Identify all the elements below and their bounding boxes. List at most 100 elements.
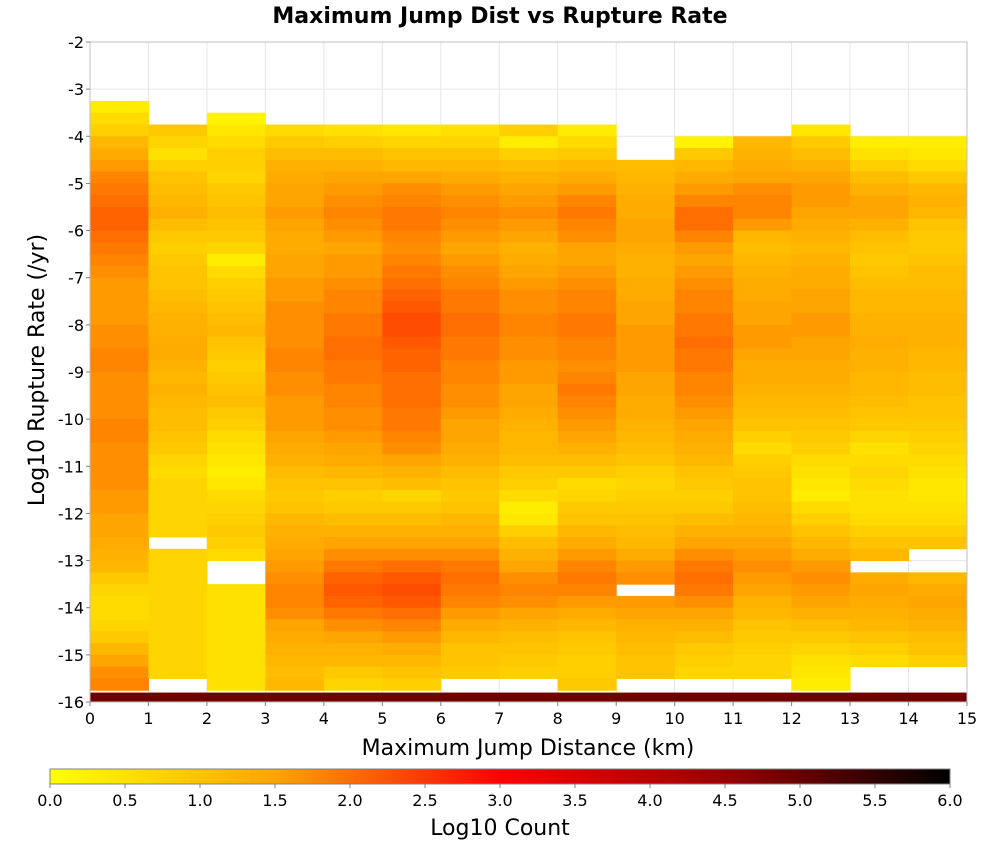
heatmap-cell xyxy=(791,466,851,479)
heatmap-cell xyxy=(206,195,266,208)
heatmap-cell xyxy=(323,159,383,173)
heatmap-cell xyxy=(323,442,383,455)
heatmap-cell xyxy=(499,383,559,397)
heatmap-cell xyxy=(323,619,383,632)
heatmap-cell xyxy=(733,430,793,444)
heatmap-cell xyxy=(791,513,851,526)
heatmap-cell xyxy=(791,242,851,255)
heatmap-cell xyxy=(148,324,208,338)
heatmap-cell xyxy=(440,207,500,220)
heatmap-cell xyxy=(148,607,208,620)
heatmap-cell xyxy=(382,218,442,232)
heatmap-cell xyxy=(616,489,676,503)
x-tick-label: 3 xyxy=(260,709,270,728)
heatmap-cell xyxy=(382,183,442,196)
heatmap-cell xyxy=(557,242,617,255)
heatmap-cell xyxy=(265,348,325,361)
heatmap-cell xyxy=(557,525,617,538)
heatmap-cell xyxy=(733,666,793,679)
heatmap-cell xyxy=(90,419,149,432)
heatmap-cell xyxy=(791,631,851,644)
heatmap-cell xyxy=(616,360,676,373)
heatmap-cell xyxy=(733,478,793,491)
heatmap-cell xyxy=(265,442,325,455)
heatmap-cell xyxy=(616,478,676,491)
heatmap-cell xyxy=(265,183,325,196)
heatmap-cell xyxy=(499,666,559,679)
heatmap-cell xyxy=(440,454,500,467)
heatmap-cell xyxy=(440,666,500,679)
heatmap-cell xyxy=(382,619,442,632)
heatmap-cell xyxy=(382,301,442,314)
heatmap-cell xyxy=(440,466,500,479)
heatmap-cell xyxy=(323,478,383,491)
y-axis-ticks: -2 -3 -4 -5 -6 -7 -8 -9 -10 -11 -12 -13 -14 -15 -16 xyxy=(58,33,90,712)
heatmap-cell xyxy=(382,595,442,609)
heatmap-cell xyxy=(323,183,383,196)
heatmap-cell xyxy=(382,572,442,585)
heatmap-cell xyxy=(850,372,910,385)
heatmap-cell xyxy=(206,218,266,232)
heatmap-cell xyxy=(323,254,383,267)
heatmap-cell xyxy=(850,501,910,514)
heatmap-cell xyxy=(323,136,383,149)
heatmap-cell xyxy=(382,313,442,326)
heatmap-cell xyxy=(733,183,793,196)
heatmap-cell xyxy=(265,548,325,562)
heatmap-cell xyxy=(90,489,149,503)
heatmap-cell xyxy=(382,348,442,361)
heatmap-cell xyxy=(323,195,383,208)
heatmap-cell xyxy=(499,324,559,338)
heatmap-cell xyxy=(557,478,617,491)
heatmap-cell xyxy=(148,289,208,302)
heatmap-cell xyxy=(908,501,968,514)
heatmap-cell xyxy=(674,572,734,585)
heatmap-cell xyxy=(90,395,149,408)
colorbar-tick-label: 5.5 xyxy=(862,791,887,810)
heatmap-cell xyxy=(674,654,734,668)
heatmap-cell xyxy=(674,430,734,444)
heatmap-cell xyxy=(148,572,208,585)
heatmap-cell xyxy=(499,419,559,432)
heatmap-cell xyxy=(557,560,617,573)
heatmap-cell xyxy=(440,619,500,632)
heatmap-cell xyxy=(557,501,617,514)
heatmap-cell xyxy=(674,336,734,349)
heatmap-cell xyxy=(382,643,442,656)
heatmap-cell xyxy=(499,301,559,314)
heatmap-cell xyxy=(265,466,325,479)
heatmap-cell xyxy=(440,265,500,279)
colorbar-tick-label: 1.5 xyxy=(262,791,287,810)
heatmap-cell xyxy=(440,430,500,444)
heatmap-cell xyxy=(850,301,910,314)
colorbar-tick-label: 0.5 xyxy=(112,791,137,810)
heatmap-cell xyxy=(791,395,851,408)
heatmap-cell xyxy=(148,654,208,668)
heatmap-cell xyxy=(616,383,676,397)
heatmap-cell xyxy=(791,419,851,432)
y-tick-label: -6 xyxy=(68,222,84,241)
heatmap-cell xyxy=(206,643,266,656)
heatmap-cell xyxy=(557,607,617,620)
heatmap-cell xyxy=(850,407,910,420)
heatmap-cell xyxy=(674,454,734,467)
heatmap-cell xyxy=(265,430,325,444)
heatmap-cell xyxy=(148,183,208,196)
heatmap-cell xyxy=(908,360,968,373)
heatmap-cell xyxy=(499,407,559,420)
heatmap-cell xyxy=(148,442,208,455)
heatmap-cell xyxy=(908,419,968,432)
heatmap-cell xyxy=(382,148,442,161)
heatmap-cell xyxy=(206,112,266,125)
heatmap-cell xyxy=(557,631,617,644)
heatmap-cell xyxy=(90,572,149,585)
x-axis-ticks: 0 1 2 3 4 5 6 7 8 9 10 11 12 13 14 15 xyxy=(85,702,977,728)
heatmap-cell xyxy=(440,560,500,573)
heatmap-cell xyxy=(616,277,676,290)
heatmap-cell xyxy=(557,643,617,656)
colorbar-tick-label: 4.5 xyxy=(712,791,737,810)
heatmap-cell xyxy=(90,112,149,125)
heatmap-cell xyxy=(733,407,793,420)
heatmap-cell xyxy=(148,171,208,184)
heatmap-cell xyxy=(850,584,910,597)
